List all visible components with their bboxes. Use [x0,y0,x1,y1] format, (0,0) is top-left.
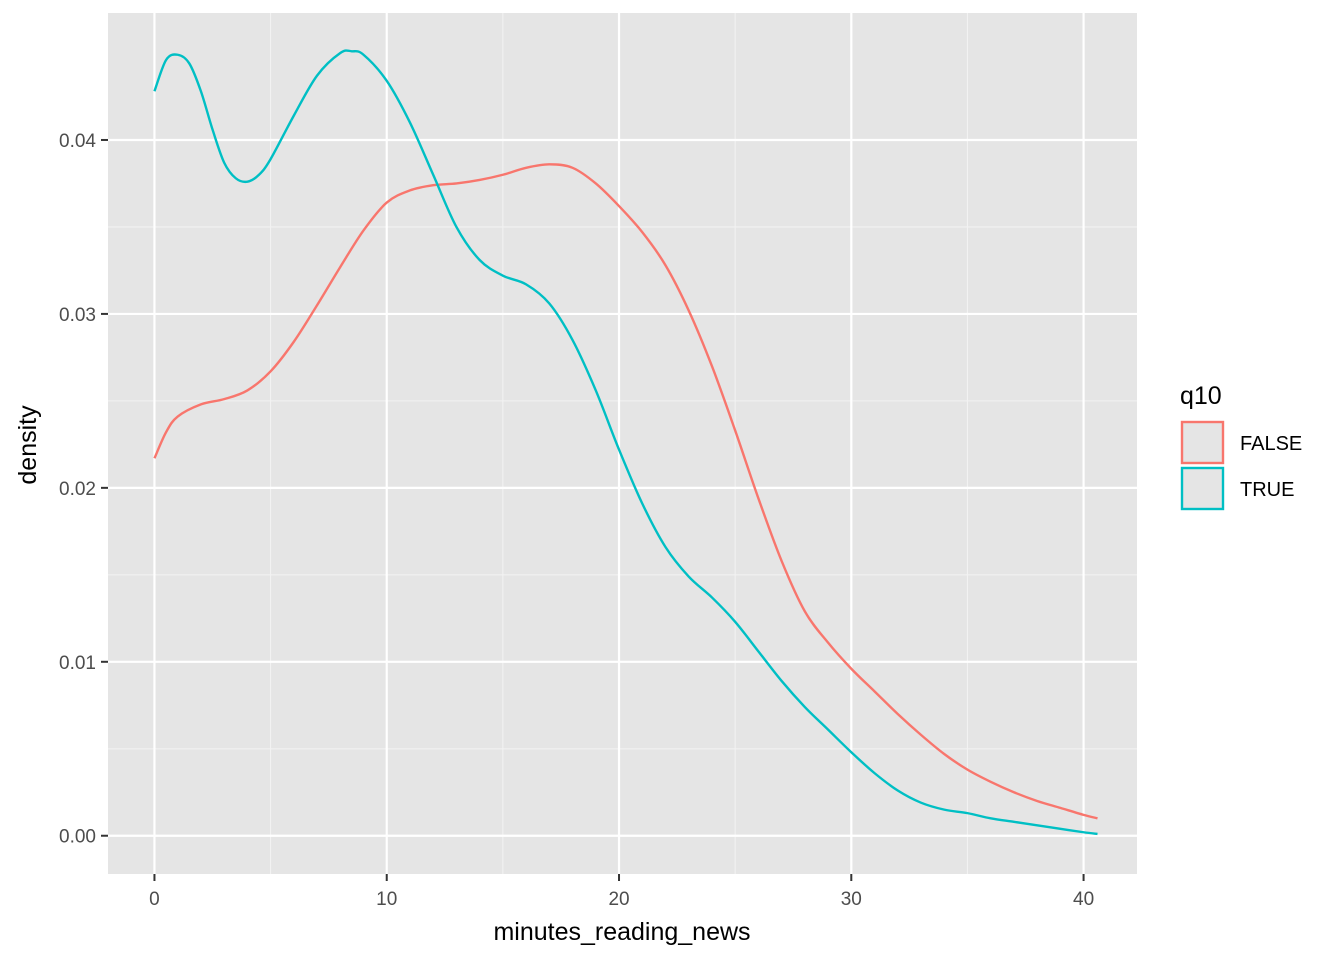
plot-panel [108,13,1137,874]
x-tick-label: 40 [1073,889,1094,910]
legend: q10 FALSE TRUE [1180,382,1302,511]
x-axis-title: minutes_reading_news [493,918,750,946]
y-tick-label: 0.01 [59,653,96,674]
legend-label-true: TRUE [1240,479,1294,501]
y-tick-label: 0.04 [59,131,96,152]
legend-key-false [1180,420,1225,465]
x-tick-label: 30 [841,889,862,910]
legend-title: q10 [1180,382,1222,410]
x-tick-label: 10 [376,889,397,910]
density-lines [153,49,1098,836]
x-tick-label: 0 [149,889,160,910]
series-line-false [153,163,1098,820]
y-tick-label: 0.02 [59,479,96,500]
series-line-true [153,49,1098,836]
major-gridlines [108,13,1137,874]
x-axis: 0 10 20 30 40 [149,874,1094,910]
legend-key-true [1180,466,1225,511]
y-axis-title: density [14,405,42,485]
y-tick-label: 0.00 [59,827,96,848]
x-tick-label: 20 [608,889,629,910]
y-axis: 0.00 0.01 0.02 0.03 0.04 [59,131,108,848]
minor-gridlines [108,13,1137,874]
y-tick-label: 0.03 [59,305,96,326]
legend-label-false: FALSE [1240,433,1302,455]
